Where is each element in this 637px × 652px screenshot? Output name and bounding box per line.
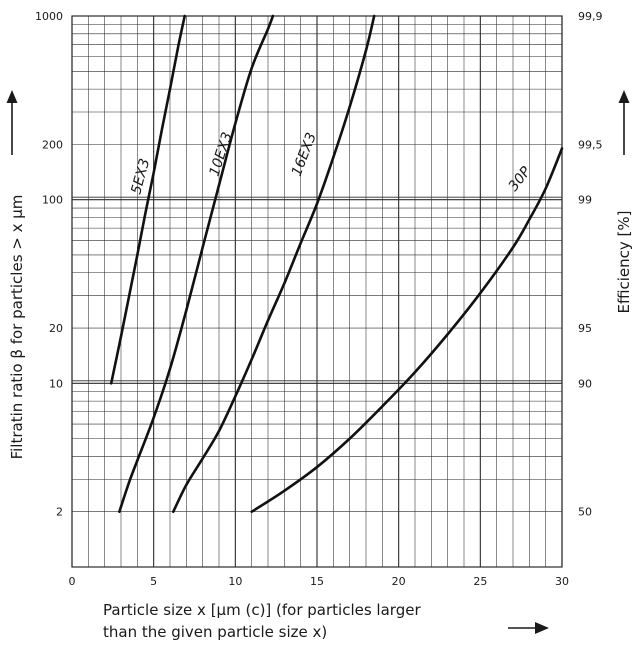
x-tick-label: 25 <box>473 575 487 588</box>
y-tick-label: 2 <box>56 506 63 519</box>
y-tick-label: 200 <box>42 138 63 151</box>
chart-tick-labels: 0 5 10 15 20 25 30 2 10 20 100 200 1000 50 90 95 99 99,5 9… <box>35 10 603 588</box>
x-tick-label: 20 <box>392 575 406 588</box>
x-tick-label: 15 <box>310 575 324 588</box>
y2-tick-label: 99,5 <box>578 138 603 151</box>
x-tick-label: 0 <box>69 575 76 588</box>
y-tick-label: 10 <box>49 377 63 390</box>
series-label-10ex3: 10EX3 <box>207 130 236 178</box>
chart-grid <box>71 15 563 568</box>
y2-tick-label: 95 <box>578 322 592 335</box>
y-tick-label: 1000 <box>35 10 63 23</box>
x-tick-label: 10 <box>228 575 242 588</box>
y2-axis-arrow-icon <box>618 90 630 155</box>
x-tick-label: 5 <box>150 575 157 588</box>
x-axis-label-line-1: Particle size x [µm (c)] (for particles … <box>103 601 421 619</box>
y-axis-arrow-icon <box>6 90 18 155</box>
series-label-30p: 30P <box>506 163 535 194</box>
series-line-5ex3 <box>109 14 186 385</box>
series-line-30p <box>250 147 564 514</box>
x-axis-label-line-2: than the given particle size x) <box>103 623 328 641</box>
series-label-16ex3: 16EX3 <box>289 131 320 179</box>
x-tick-label: 30 <box>555 575 569 588</box>
x-axis-label: Particle size x [µm (c)] (for particles … <box>103 599 503 643</box>
y2-tick-label: 50 <box>578 506 592 519</box>
plot-frame <box>71 15 563 568</box>
y-tick-label: 20 <box>49 322 63 335</box>
series-line-16ex3 <box>171 14 376 514</box>
y-axis-label: Filtratin ratio β for particles > x µm <box>8 195 26 460</box>
y2-tick-label: 99,9 <box>578 10 603 23</box>
y2-axis-label: Efficiency [%] <box>615 211 633 314</box>
x-axis-arrow-icon <box>508 622 549 634</box>
y-tick-label: 100 <box>42 194 63 207</box>
series-line-10ex3 <box>118 14 275 514</box>
y2-tick-label: 90 <box>578 377 592 390</box>
y2-tick-label: 99 <box>578 194 592 207</box>
chart-arrows <box>6 90 630 634</box>
